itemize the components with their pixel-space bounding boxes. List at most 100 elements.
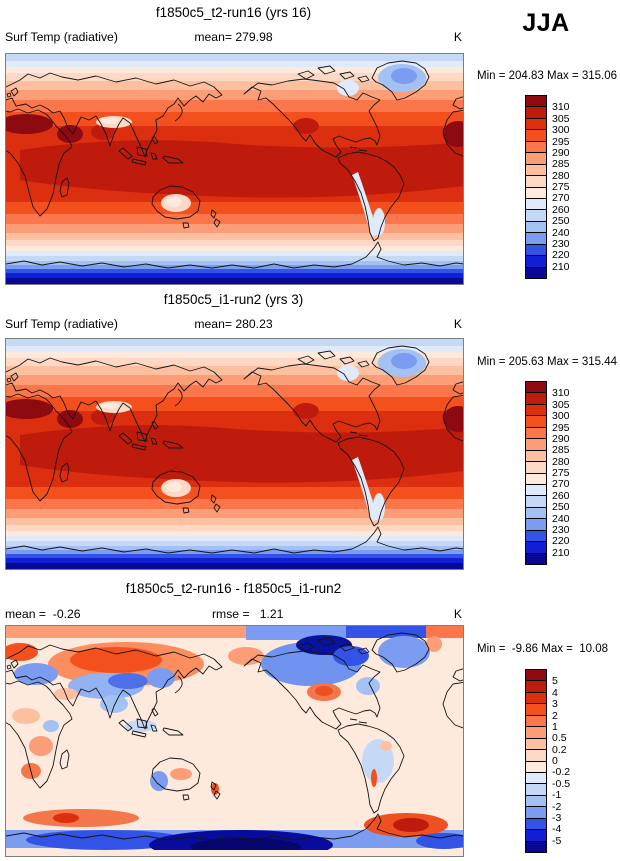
colorbar-tick-label: 275 — [552, 181, 570, 193]
colorbar-tick-label: -0.2 — [552, 766, 571, 779]
colorbar-segment — [526, 393, 546, 405]
colorbar-segment — [526, 795, 546, 808]
colorbar-segment — [526, 715, 546, 728]
colorbar-tick-label: 3 — [552, 698, 558, 711]
colorbar-segment — [526, 404, 546, 417]
panel2-units-label: K — [453, 317, 462, 331]
panel1-title: f1850c5_t2-run16 (yrs 16) — [155, 5, 312, 20]
panel3-colorbar-labels: 5 4 3 2 1 0.5 0.2 0 -0.2 -0.5 -1 -2 -3 -4 -5 — [552, 670, 598, 852]
colorbar-segment — [526, 681, 546, 693]
colorbar-segment — [526, 153, 546, 165]
colorbar-tick-label: 260 — [552, 489, 570, 502]
colorbar-segment — [526, 96, 546, 108]
colorbar-segment — [526, 130, 546, 142]
colorbar-segment — [526, 244, 546, 257]
colorbar-segment — [526, 507, 546, 520]
colorbar-segment — [526, 382, 546, 394]
colorbar-segment — [526, 738, 546, 751]
colorbar-tick-label: 0.2 — [552, 743, 567, 756]
colorbar-tick-label: 220 — [552, 535, 570, 548]
colorbar-segment — [526, 496, 546, 508]
colorbar-tick-label: 5 — [552, 675, 558, 688]
colorbar-segment — [526, 484, 546, 497]
colorbar-segment — [526, 841, 546, 852]
colorbar-tick-label: 300 — [552, 410, 570, 423]
panel2-title: f1850c5_i1-run2 (yrs 3) — [163, 292, 304, 307]
colorbar-tick-label: 260 — [552, 203, 570, 216]
colorbar-segment — [526, 784, 546, 796]
colorbar-segment — [526, 727, 546, 739]
colorbar-segment — [526, 210, 546, 222]
panel3-diff-map — [5, 625, 464, 857]
colorbar-tick-label: 295 — [552, 421, 570, 434]
colorbar-tick-label: 220 — [552, 249, 570, 262]
colorbar-segment — [526, 761, 546, 773]
colorbar-segment — [526, 772, 546, 785]
colorbar-tick-label: 0 — [552, 755, 558, 767]
colorbar-segment — [526, 118, 546, 131]
panel2-colorbar-bar — [525, 381, 547, 565]
colorbar-segment — [526, 256, 546, 268]
colorbar-tick-label: 4 — [552, 686, 558, 699]
colorbar-segment — [526, 427, 546, 440]
colorbar-tick-label: 250 — [552, 501, 570, 514]
colorbar-segment — [526, 141, 546, 154]
colorbar-tick-label: 285 — [552, 158, 570, 171]
colorbar-tick-label: 0.5 — [552, 732, 567, 745]
panel3-mean-label: mean = -0.26 — [5, 607, 81, 621]
colorbar-segment — [526, 818, 546, 831]
panel3-colorbar: 5 4 3 2 1 0.5 0.2 0 -0.2 -0.5 -1 -2 -3 -4 -5 — [525, 669, 605, 853]
colorbar-segment — [526, 807, 546, 819]
panel1-colorbar: 310 305 300 295 290 285 280 275 270 260 250 240 230 2… — [525, 95, 605, 279]
panel3-rmse-label: rmse = 1.21 — [212, 607, 284, 621]
colorbar-segment — [526, 473, 546, 485]
panel3-colorbar-bar — [525, 669, 547, 853]
colorbar-segment — [526, 164, 546, 177]
colorbar-segment — [526, 233, 546, 245]
colorbar-segment — [526, 692, 546, 705]
panel1-map — [5, 53, 464, 285]
colorbar-tick-label: 2 — [552, 709, 558, 722]
colorbar-tick-label: -4 — [552, 823, 562, 836]
colorbar-tick-label: 295 — [552, 135, 570, 148]
colorbar-tick-label: 230 — [552, 237, 570, 250]
panel3-title: f1850c5_t2-run16 - f1850c5_i1-run2 — [125, 581, 342, 596]
colorbar-tick-label: -3 — [552, 811, 562, 824]
panel2-variable-label: Surf Temp (radiative) — [5, 317, 118, 331]
colorbar-tick-label: -5 — [552, 834, 562, 847]
colorbar-segment — [526, 221, 546, 234]
colorbar-tick-label: 270 — [552, 192, 570, 205]
colorbar-tick-label: 290 — [552, 146, 570, 159]
panel1-variable-label: Surf Temp (radiative) — [5, 30, 118, 44]
colorbar-tick-label: 305 — [552, 112, 570, 125]
colorbar-segment — [526, 107, 546, 119]
panel1-mean-label: mean= 279.98 — [194, 30, 273, 44]
season-label: JJA — [522, 9, 570, 37]
colorbar-segment — [526, 176, 546, 188]
panel2-colorbar: 310 305 300 295 290 285 280 275 270 260 250 240 230 2… — [525, 381, 605, 565]
colorbar-tick-label: 290 — [552, 432, 570, 445]
colorbar-segment — [526, 267, 546, 278]
colorbar-segment — [526, 670, 546, 682]
colorbar-segment — [526, 704, 546, 716]
colorbar-tick-label: 1 — [552, 720, 558, 733]
colorbar-tick-label: 240 — [552, 226, 570, 239]
panel1-units-label: K — [453, 30, 462, 44]
colorbar-tick-label: 305 — [552, 398, 570, 411]
colorbar-tick-label: -2 — [552, 800, 562, 813]
colorbar-tick-label: 210 — [552, 546, 570, 559]
colorbar-tick-label: 310 — [552, 387, 570, 400]
panel3-minmax-label: Min = -9.86 Max = 10.08 — [477, 643, 609, 655]
panel2-map — [5, 338, 464, 570]
colorbar-segment — [526, 750, 546, 762]
panel2-minmax-label: Min = 205.63 Max = 315.44 — [477, 356, 618, 368]
colorbar-segment — [526, 519, 546, 531]
colorbar-tick-label: 280 — [552, 169, 570, 182]
panel1-minmax-label: Min = 204.83 Max = 315.06 — [477, 70, 618, 82]
colorbar-tick-label: 240 — [552, 512, 570, 525]
colorbar-tick-label: 300 — [552, 124, 570, 137]
panel1-map-svg — [6, 54, 463, 284]
colorbar-tick-label: 310 — [552, 101, 570, 114]
colorbar-tick-label: 270 — [552, 478, 570, 491]
